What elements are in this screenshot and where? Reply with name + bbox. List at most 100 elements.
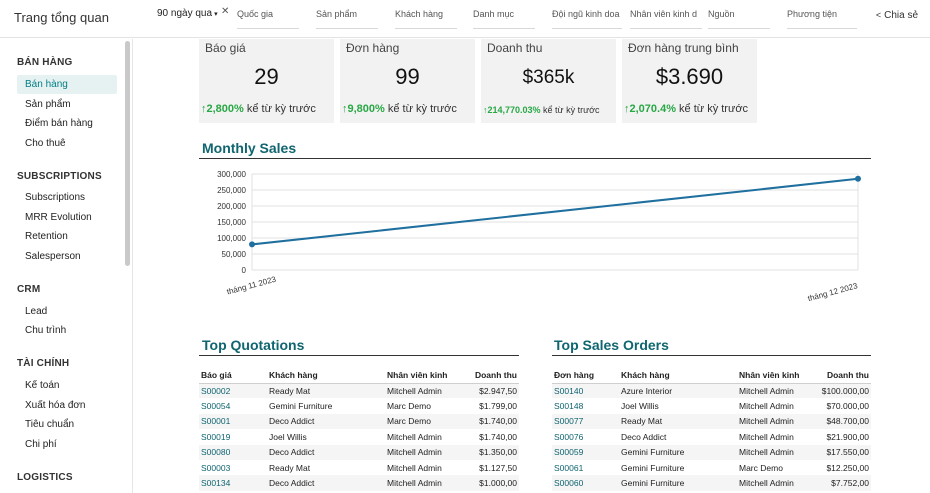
arrow-up-icon: ↑ — [624, 103, 630, 115]
sidebar-scrollbar[interactable] — [125, 41, 130, 266]
sidebar-item-pipeline[interactable]: Chu trình — [25, 325, 67, 336]
kpi-trend-percent: 2,070.4% — [629, 103, 676, 115]
table-row[interactable]: S00059 Gemini Furniture Mitchell Admin $17.… — [552, 444, 871, 460]
kpi-card-revenue[interactable]: Doanh thu $365k ↑214,770.03% kể từ kỳ tr… — [481, 39, 616, 123]
kpi-card-orders[interactable]: Đơn hàng 99 ↑9,800% kể từ kỳ trước — [340, 39, 475, 123]
row-salesperson: Mitchell Admin — [387, 431, 442, 442]
column-header[interactable]: Đơn hàng — [552, 367, 619, 384]
row-reference[interactable]: S00060 — [552, 475, 619, 491]
sidebar-item-expenses[interactable]: Chi phí — [25, 439, 57, 450]
row-amount: $1.350,00 — [469, 444, 519, 460]
column-header[interactable]: Khách hàng — [267, 367, 385, 384]
row-reference[interactable]: S00061 — [554, 462, 584, 473]
table-row[interactable]: S00002 Ready Mat Mitchell Admin $2.947,50 — [199, 383, 519, 399]
monthly-sales-chart[interactable]: 0 50,000 100,000 150,000 200,000 250,000 300,0… — [134, 165, 874, 345]
column-header[interactable]: Nhân viên kinh — [737, 367, 815, 384]
section-title-subscriptions: SUBSCRIPTIONS — [17, 171, 102, 182]
row-reference[interactable]: S00054 — [201, 401, 231, 412]
table-row[interactable]: S00003 Ready Mat Mitchell Admin $1.127,50 — [199, 460, 519, 475]
table-row[interactable]: S00054 Gemini Furniture Marc Demo $1.799,00 — [199, 398, 519, 413]
row-salesperson: Marc Demo — [387, 401, 431, 412]
sidebar-item-sales[interactable]: Bán hàng — [17, 75, 117, 94]
column-header[interactable]: Nhân viên kinh — [385, 367, 469, 384]
column-header[interactable]: Doanh thu — [469, 367, 519, 384]
page-title: Trang tổng quan — [14, 10, 109, 25]
sidebar-item-lead[interactable]: Lead — [25, 306, 48, 317]
y-tick-label: 300,000 — [217, 170, 246, 179]
close-icon[interactable]: ✕ — [221, 6, 230, 17]
filter-salesperson[interactable]: Nhân viên kinh d — [630, 5, 702, 29]
dashboard-main: Báo giá 29 ↑2,800% kể từ kỳ trước Đơn hà… — [134, 39, 930, 493]
filter-product[interactable]: Sản phẩm — [316, 5, 378, 29]
sidebar-item-salesperson[interactable]: Salesperson — [25, 251, 81, 262]
table-row[interactable]: S00077 Ready Mat Mitchell Admin $48.700,00 — [552, 413, 871, 430]
kpi-trend-suffix: kể từ kỳ trước — [540, 105, 600, 115]
row-amount: $48.700,00 — [815, 413, 871, 430]
row-salesperson: Mitchell Admin — [385, 475, 469, 491]
y-tick-label: 250,000 — [217, 186, 246, 195]
column-header[interactable]: Khách hàng — [619, 367, 737, 384]
period-dropdown[interactable]: 90 ngày qua ▾ — [157, 8, 218, 19]
row-reference[interactable]: S00148 — [554, 401, 584, 412]
sidebar-item-subscriptions[interactable]: Subscriptions — [25, 192, 86, 203]
filter-category[interactable]: Danh mục — [473, 5, 535, 29]
kpi-trend: ↑9,800% kể từ kỳ trước — [342, 103, 457, 115]
table-row[interactable]: S00061 Gemini Furniture Marc Demo $12.250,0… — [552, 460, 871, 475]
table-row[interactable]: S00001 Deco Addict Marc Demo $1.740,00 — [199, 413, 519, 430]
row-reference[interactable]: S00002 — [199, 383, 267, 399]
sidebar-item-retention[interactable]: Retention — [25, 231, 68, 242]
table-row[interactable]: S00134 Deco Addict Mitchell Admin $1.000,00 — [199, 475, 519, 491]
filter-customer[interactable]: Khách hàng — [395, 5, 457, 29]
sidebar-item-accounting[interactable]: Kế toán — [25, 380, 60, 391]
row-reference[interactable]: S00140 — [552, 383, 619, 399]
table-row[interactable]: S00148 Joel Willis Mitchell Admin $70.000,0… — [552, 398, 871, 413]
table-row[interactable]: S00060 Gemini Furniture Mitchell Admin $7.7… — [552, 475, 871, 491]
kpi-card-average-order[interactable]: Đơn hàng trung bình $3.690 ↑2,070.4% kể … — [622, 39, 757, 123]
row-reference[interactable]: S00076 — [554, 431, 584, 442]
sidebar-item-pos[interactable]: Điểm bán hàng — [25, 118, 93, 129]
sidebar-item-mrr-evolution[interactable]: MRR Evolution — [25, 212, 92, 223]
table-row[interactable]: S00140 Azure Interior Mitchell Admin $100.0… — [552, 383, 871, 399]
kpi-trend: ↑214,770.03% kể từ kỳ trước — [483, 105, 600, 115]
kpi-trend-percent: 9,800% — [347, 103, 385, 115]
sidebar-item-rental[interactable]: Cho thuê — [25, 138, 66, 149]
filter-source[interactable]: Nguồn — [708, 5, 770, 29]
row-reference[interactable]: S00019 — [201, 431, 231, 442]
filter-country[interactable]: Quốc gia — [237, 5, 299, 29]
row-customer: Deco Addict — [267, 444, 385, 460]
share-button[interactable]: < Chia sẻ — [876, 10, 918, 21]
column-header[interactable]: Báo giá — [199, 367, 267, 384]
sales-line — [251, 177, 859, 246]
sidebar-item-standard[interactable]: Tiêu chuẩn — [25, 419, 75, 430]
row-reference[interactable]: S00003 — [201, 462, 231, 473]
filter-medium[interactable]: Phương tiện — [787, 5, 857, 29]
kpi-card-quotations[interactable]: Báo giá 29 ↑2,800% kể từ kỳ trước — [199, 39, 334, 123]
row-amount: $1.740,00 — [479, 431, 517, 442]
kpi-label: Báo giá — [205, 41, 246, 55]
row-reference[interactable]: S00059 — [552, 444, 619, 460]
row-salesperson: Mitchell Admin — [739, 431, 794, 442]
sidebar-item-invoicing[interactable]: Xuất hóa đơn — [25, 400, 86, 411]
sidebar-item-products[interactable]: Sản phẩm — [25, 99, 71, 110]
table-row[interactable]: S00076 Deco Addict Mitchell Admin $21.900,0… — [552, 429, 871, 444]
row-customer: Deco Addict — [621, 431, 667, 442]
section-title-finance: TÀI CHÍNH — [17, 358, 70, 369]
row-reference[interactable]: S00080 — [199, 444, 267, 460]
row-salesperson: Mitchell Admin — [737, 444, 815, 460]
row-customer: Azure Interior — [619, 383, 737, 399]
table-row[interactable]: S00080 Deco Addict Mitchell Admin $1.350,00 — [199, 444, 519, 460]
row-reference[interactable]: S00001 — [199, 413, 267, 430]
kpi-trend-percent: 214,770.03% — [487, 105, 541, 115]
row-reference[interactable]: S00134 — [199, 475, 267, 491]
arrow-up-icon: ↑ — [201, 103, 207, 115]
quotations-table: Báo giá Khách hàng Nhân viên kinh Doanh … — [199, 367, 519, 491]
filter-sales-team[interactable]: Đội ngũ kinh doa — [552, 5, 622, 29]
x-tick-label: tháng 12 2023 — [807, 281, 859, 303]
row-amount: $12.250,00 — [826, 462, 869, 473]
row-reference[interactable]: S00077 — [552, 413, 619, 430]
divider — [199, 355, 519, 356]
table-row[interactable]: S00019 Joel Willis Mitchell Admin $1.740,00 — [199, 429, 519, 444]
table-header-row: Báo giá Khách hàng Nhân viên kinh Doanh … — [199, 367, 519, 384]
column-header[interactable]: Doanh thu — [815, 367, 871, 384]
share-icon: < — [875, 10, 882, 20]
